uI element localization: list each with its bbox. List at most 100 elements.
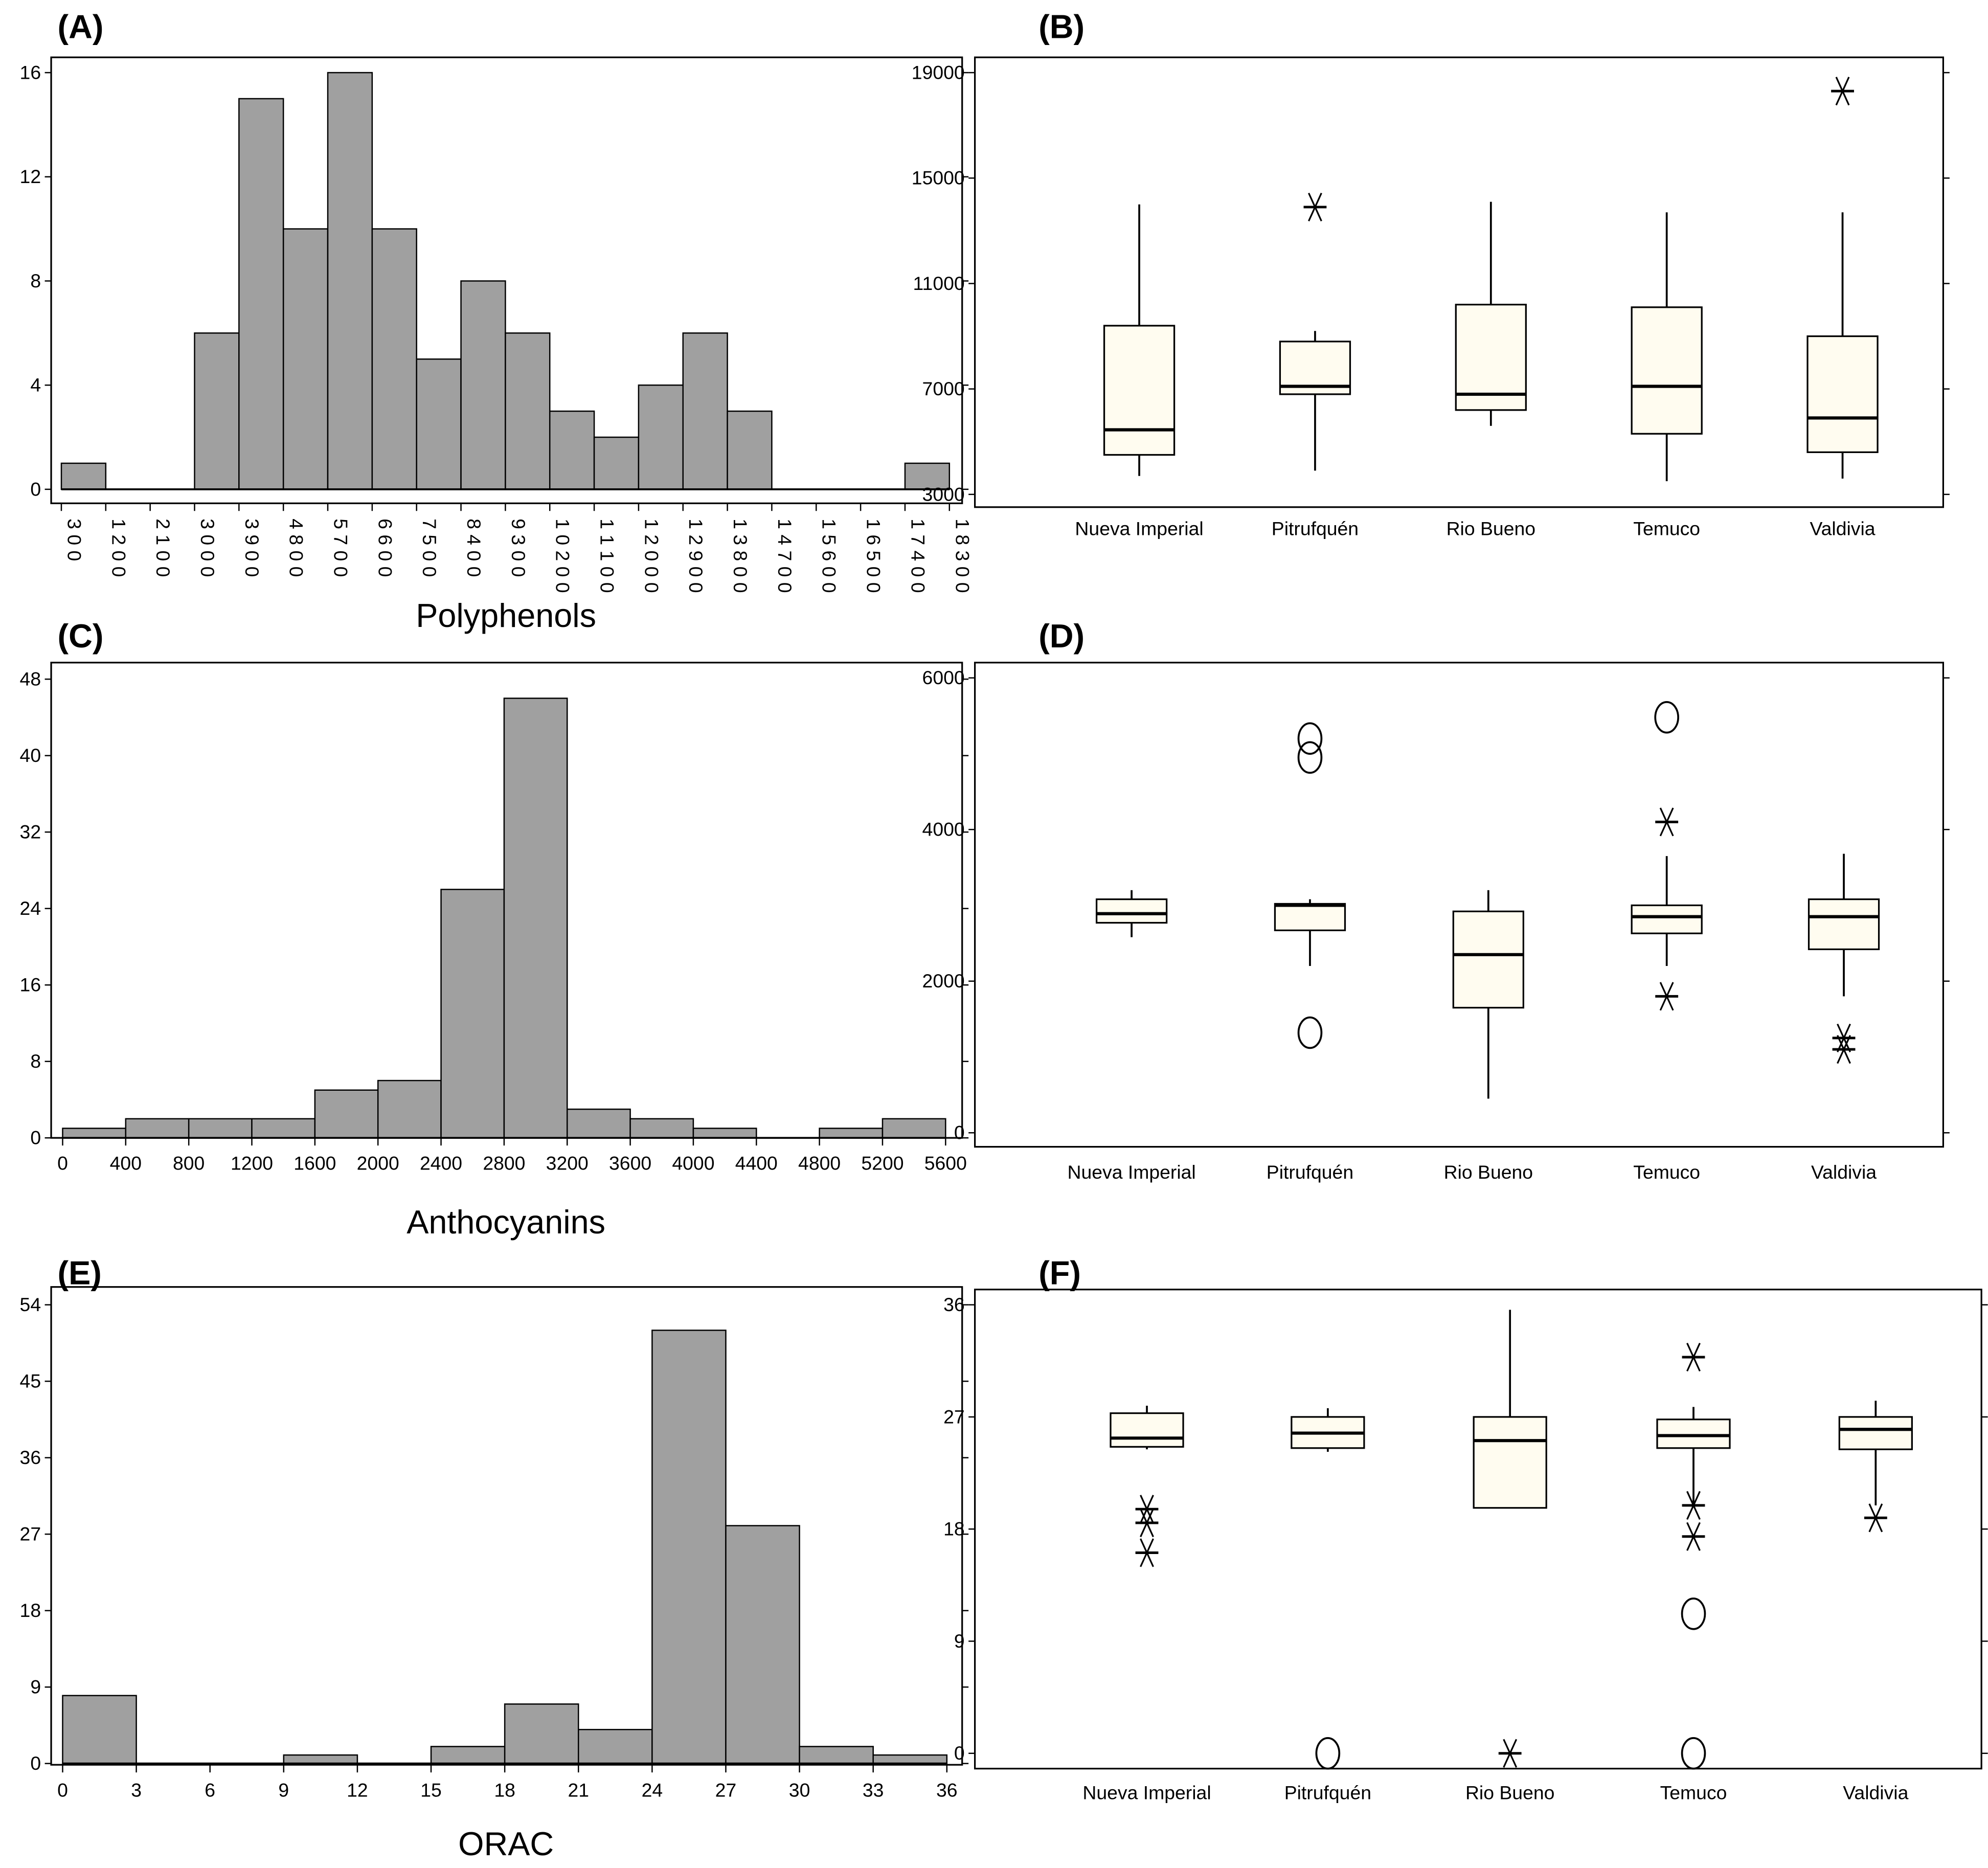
x-tick-label: 7 5 0 0 bbox=[419, 519, 440, 577]
plot-frame bbox=[50, 1286, 963, 1766]
histogram-bar bbox=[194, 332, 240, 490]
histogram-bar bbox=[238, 98, 284, 490]
x-tick-label: 1 6 5 0 0 bbox=[863, 519, 885, 593]
iqr-box bbox=[1274, 903, 1346, 931]
y-tick-label: 0 bbox=[30, 478, 41, 500]
x-tick-label: 4400 bbox=[735, 1152, 778, 1174]
x-tick-label: 27 bbox=[715, 1779, 737, 1801]
y-tick-label: 27 bbox=[20, 1523, 41, 1545]
x-tick-label: 1 2 9 0 0 bbox=[685, 519, 707, 593]
iqr-box bbox=[1452, 910, 1524, 1009]
x-tick-label: 3 0 0 bbox=[63, 519, 85, 561]
category-label: Valdivia bbox=[1811, 1161, 1877, 1183]
panel-a: (A) 0 4 8 12 16 3 0 0 1 2 0 0 2 1 0 0 3 0 0 0 3 9 … bbox=[20, 8, 974, 634]
x-tick-label: 2000 bbox=[357, 1152, 399, 1174]
y-tick-label: 15000 bbox=[912, 167, 965, 189]
y-tick-label: 16 bbox=[20, 61, 41, 83]
star-stroke bbox=[1868, 1503, 1883, 1533]
x-tick-label: 800 bbox=[173, 1152, 205, 1174]
x-tick-label: 24 bbox=[642, 1779, 663, 1801]
histogram-bar bbox=[651, 1330, 727, 1764]
iqr-box bbox=[1455, 304, 1527, 411]
y-tick-label: 0 bbox=[954, 1122, 965, 1143]
y-tick-label: 32 bbox=[20, 821, 41, 843]
y-tick-label: 27 bbox=[943, 1406, 965, 1427]
x-tick-label: 1 7 4 0 0 bbox=[907, 519, 929, 593]
boxplot-nueva-imperial bbox=[1095, 890, 1168, 937]
histogram-bar bbox=[62, 1695, 137, 1764]
x-tick-label: 1 2 0 0 0 bbox=[641, 519, 662, 593]
iqr-box bbox=[1110, 1412, 1184, 1448]
extreme-star bbox=[1655, 982, 1679, 1011]
histogram-bar bbox=[327, 72, 373, 490]
x-tick-label: 2400 bbox=[420, 1152, 462, 1174]
x-tick-label: 400 bbox=[110, 1152, 142, 1174]
star-stroke bbox=[1308, 192, 1322, 222]
plot-frame bbox=[50, 56, 963, 504]
category-label: Pitrufquén bbox=[1272, 518, 1359, 539]
x-tick-label: 6 bbox=[205, 1779, 215, 1801]
x-tick-label: 2800 bbox=[483, 1152, 525, 1174]
y-tick-label: 0 bbox=[30, 1127, 41, 1149]
histogram-bar bbox=[314, 1089, 379, 1139]
category-label: Rio Bueno bbox=[1447, 518, 1535, 539]
iqr-box bbox=[1095, 898, 1168, 924]
x-tick-label: 1 3 8 0 0 bbox=[730, 519, 751, 593]
iqr-box bbox=[1631, 904, 1703, 934]
x-tick-label: 21 bbox=[568, 1779, 589, 1801]
category-label: Temuco bbox=[1660, 1782, 1727, 1803]
category-label: Pitrufquén bbox=[1267, 1161, 1353, 1183]
star-stroke bbox=[1835, 77, 1850, 106]
y-tick-label: 40 bbox=[20, 745, 41, 766]
category-label: Nueva Imperial bbox=[1067, 1161, 1195, 1183]
star-stroke bbox=[1659, 807, 1674, 837]
histogram-bar bbox=[882, 1118, 946, 1139]
star-stroke bbox=[1686, 1522, 1701, 1551]
panel-label: (D) bbox=[1038, 617, 1085, 655]
outlier-circle bbox=[1297, 722, 1323, 755]
panel-c: (C) 0 8 16 24 32 40 48 0 400 800 1200 1600 2000 2400 28… bbox=[20, 617, 969, 1241]
iqr-box bbox=[1838, 1416, 1913, 1450]
outlier-circle bbox=[1297, 741, 1323, 774]
histogram-bar bbox=[904, 462, 951, 490]
extreme-star bbox=[1864, 1503, 1887, 1533]
iqr-box bbox=[1631, 306, 1703, 435]
y-tick-label: 11000 bbox=[913, 273, 965, 294]
panel-label: (A) bbox=[58, 8, 104, 46]
boxplot-valdivia bbox=[1806, 77, 1879, 479]
category-label: Pitrufquén bbox=[1284, 1782, 1371, 1803]
histogram-bar bbox=[638, 384, 684, 490]
plot-frame bbox=[974, 56, 1945, 508]
extreme-star bbox=[1832, 1023, 1856, 1052]
histogram-bar bbox=[377, 1079, 442, 1139]
boxplot-rio-bueno bbox=[1473, 1310, 1547, 1768]
x-tick-label: 5 7 0 0 bbox=[330, 519, 351, 577]
y-tick-label: 24 bbox=[20, 897, 41, 919]
histogram-bar bbox=[799, 1746, 874, 1764]
extreme-star bbox=[1831, 77, 1854, 106]
boxplot-valdivia bbox=[1808, 853, 1880, 1064]
y-tick-label: 4 bbox=[30, 374, 41, 396]
boxplot-temuco bbox=[1656, 1342, 1731, 1770]
star-stroke bbox=[1140, 1538, 1154, 1567]
extreme-star bbox=[1303, 192, 1327, 222]
histogram-bar bbox=[504, 1703, 579, 1764]
boxplot-valdivia bbox=[1838, 1401, 1913, 1533]
y-tick-label: 19000 bbox=[912, 61, 965, 83]
extreme-star bbox=[1682, 1342, 1705, 1372]
y-tick-label: 9 bbox=[954, 1630, 965, 1652]
x-axis-title: Polyphenols bbox=[416, 597, 596, 634]
x-tick-label: 6 6 0 0 bbox=[374, 519, 396, 577]
x-tick-label: 15 bbox=[420, 1779, 442, 1801]
iqr-box bbox=[1808, 898, 1880, 951]
x-tick-label: 1 5 6 0 0 bbox=[819, 519, 840, 593]
y-tick-label: 0 bbox=[30, 1752, 41, 1774]
plot-frame bbox=[974, 1289, 1982, 1770]
extreme-star bbox=[1682, 1491, 1705, 1520]
histogram-bar bbox=[566, 1108, 631, 1139]
histogram-bar bbox=[60, 462, 107, 490]
histogram-bar bbox=[125, 1118, 190, 1139]
x-tick-label: 3200 bbox=[546, 1152, 589, 1174]
panel-label: (B) bbox=[1038, 8, 1085, 46]
